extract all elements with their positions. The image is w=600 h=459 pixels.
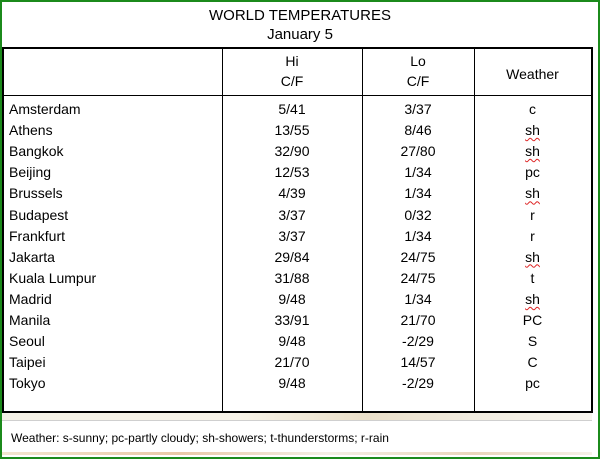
weather-code: S <box>527 333 538 350</box>
city-name: Amsterdam <box>9 101 81 117</box>
weather-code: r <box>530 206 535 223</box>
hi-temp: 9/48 <box>278 333 306 350</box>
table-row: Beijing 12/53 1/34 pc <box>4 162 591 183</box>
lo-temp: -2/29 <box>402 375 434 392</box>
hi-temp: 3/37 <box>278 227 306 244</box>
lo-temp: 1/34 <box>404 227 432 244</box>
header-lo-units: C/F <box>406 73 430 89</box>
hi-temp: 9/48 <box>278 290 306 307</box>
table-row: Manila 33/91 21/70 PC <box>4 310 591 331</box>
lo-temp: 24/75 <box>400 248 436 265</box>
header-lo-label: Lo <box>410 53 426 69</box>
page-title: WORLD TEMPERATURES <box>209 7 391 24</box>
table-row: Budapest 3/37 0/32 r <box>4 205 591 226</box>
weather-code: sh <box>525 143 540 160</box>
city-name: Kuala Lumpur <box>9 269 97 286</box>
city-name: Athens <box>9 122 53 139</box>
background-strip-bottom <box>2 452 592 455</box>
lo-temp: 1/34 <box>404 290 432 307</box>
city-name: Beijing <box>9 164 52 181</box>
background-strip <box>2 413 592 420</box>
hi-temp: 33/91 <box>274 312 310 328</box>
city-name: Bangkok <box>9 143 64 160</box>
lo-temp: 14/57 <box>400 354 436 371</box>
weather-code: sh <box>525 185 540 202</box>
hi-temp: 9/48 <box>278 375 306 392</box>
lo-temp: 3/37 <box>404 101 432 117</box>
hi-temp: 13/55 <box>274 122 310 139</box>
weather-code: PC <box>522 312 543 328</box>
lo-temp: -2/29 <box>402 333 434 350</box>
column-divider-hi <box>222 49 223 411</box>
column-divider-lo <box>362 49 363 411</box>
city-name: Madrid <box>9 290 52 307</box>
header-hi-label: Hi <box>285 53 299 69</box>
weather-code: sh <box>525 290 540 307</box>
weather-code: t <box>530 269 535 286</box>
page-date: January 5 <box>267 26 333 43</box>
weather-legend: Weather: s-sunny; pc-partly cloudy; sh-s… <box>2 420 592 454</box>
hi-temp: 31/88 <box>274 269 310 286</box>
city-name: Frankfurt <box>9 227 66 244</box>
lo-temp: 21/70 <box>400 312 436 328</box>
lo-temp: 8/46 <box>404 122 432 139</box>
hi-temp: 32/90 <box>274 143 310 160</box>
city-name: Taipei <box>9 354 46 371</box>
city-name: Tokyo <box>9 375 46 392</box>
city-name: Budapest <box>9 206 69 223</box>
hi-temp: 3/37 <box>278 206 306 223</box>
weather-code: C <box>527 354 538 371</box>
table-row: Brussels 4/39 1/34 sh <box>4 183 591 204</box>
city-name: Jakarta <box>9 248 55 265</box>
table-row: Jakarta 29/84 24/75 sh <box>4 247 591 268</box>
table-row: Kuala Lumpur 31/88 24/75 t <box>4 268 591 289</box>
table-row: Seoul 9/48 -2/29 S <box>4 331 591 352</box>
lo-temp: 1/34 <box>404 164 432 181</box>
hi-temp: 12/53 <box>274 164 310 181</box>
header-lo: Lo C/F <box>362 51 474 91</box>
table-row: Bangkok 32/90 27/80 sh <box>4 141 591 162</box>
weather-code: sh <box>525 248 540 265</box>
table-row: Tokyo 9/48 -2/29 pc <box>4 373 591 394</box>
header-hi-units: C/F <box>280 73 304 89</box>
weather-code: r <box>530 227 535 244</box>
city-name: Manila <box>9 312 51 328</box>
table-row: Frankfurt 3/37 1/34 r <box>4 226 591 247</box>
lo-temp: 0/32 <box>404 206 432 223</box>
header-rule <box>4 95 591 96</box>
temperature-table: Hi C/F Lo C/F Weather Amsterdam 5/41 3/37 c… <box>2 47 593 413</box>
lo-temp: 24/75 <box>400 269 436 286</box>
table-row: Amsterdam 5/41 3/37 c <box>4 99 591 120</box>
lo-temp: 27/80 <box>400 143 436 160</box>
hi-temp: 29/84 <box>274 248 310 265</box>
table-row: Athens 13/55 8/46 sh <box>4 120 591 141</box>
weather-code: pc <box>525 375 540 392</box>
table-row: Madrid 9/48 1/34 sh <box>4 289 591 310</box>
weather-code: pc <box>525 164 540 181</box>
hi-temp: 5/41 <box>278 101 306 117</box>
weather-code: sh <box>525 122 540 139</box>
city-name: Brussels <box>9 185 63 202</box>
lo-temp: 1/34 <box>404 185 432 202</box>
hi-temp: 21/70 <box>274 354 310 371</box>
weather-code: c <box>529 101 536 117</box>
header-hi: Hi C/F <box>222 51 362 91</box>
hi-temp: 4/39 <box>278 185 306 202</box>
table-row: Taipei 21/70 14/57 C <box>4 352 591 373</box>
column-divider-weather <box>474 49 475 411</box>
city-name: Seoul <box>9 333 45 350</box>
header-weather: Weather <box>506 66 559 82</box>
